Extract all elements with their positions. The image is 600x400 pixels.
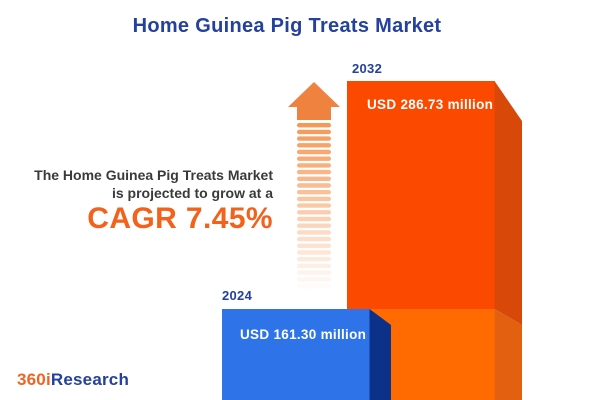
bar-2032 xyxy=(347,81,522,400)
bar-year-label-2032: 2032 xyxy=(352,61,383,76)
bar-2024 xyxy=(222,309,391,400)
growth-arrow-head xyxy=(288,82,340,107)
tagline: The Home Guinea Pig Treats Market is pro… xyxy=(0,166,273,202)
bar-2032-side-upper xyxy=(494,81,522,325)
bar-2024-side xyxy=(369,309,391,400)
cagr-value: CAGR 7.45% xyxy=(87,202,273,235)
bar-value-2024: USD 161.30 million xyxy=(240,327,367,342)
tagline-line1: The Home Guinea Pig Treats Market xyxy=(34,167,273,183)
bar-value-2032: USD 286.73 million xyxy=(367,97,494,112)
bar-2032-front-upper xyxy=(347,81,495,310)
logo-research: Research xyxy=(50,370,130,389)
growth-arrow-neck xyxy=(297,106,331,120)
bar-2032-side-lower xyxy=(494,309,522,400)
logo-360i: 360i xyxy=(17,370,51,389)
growth-arrow-icon xyxy=(288,82,340,289)
logo: 360iResearch xyxy=(17,370,129,390)
bar-year-label-2024: 2024 xyxy=(222,288,253,303)
page-title: Home Guinea Pig Treats Market xyxy=(132,15,442,37)
tagline-line2: is projected to grow at a xyxy=(111,185,273,201)
growth-arrow-stripes xyxy=(297,123,331,289)
bar-2024-front xyxy=(222,309,370,400)
